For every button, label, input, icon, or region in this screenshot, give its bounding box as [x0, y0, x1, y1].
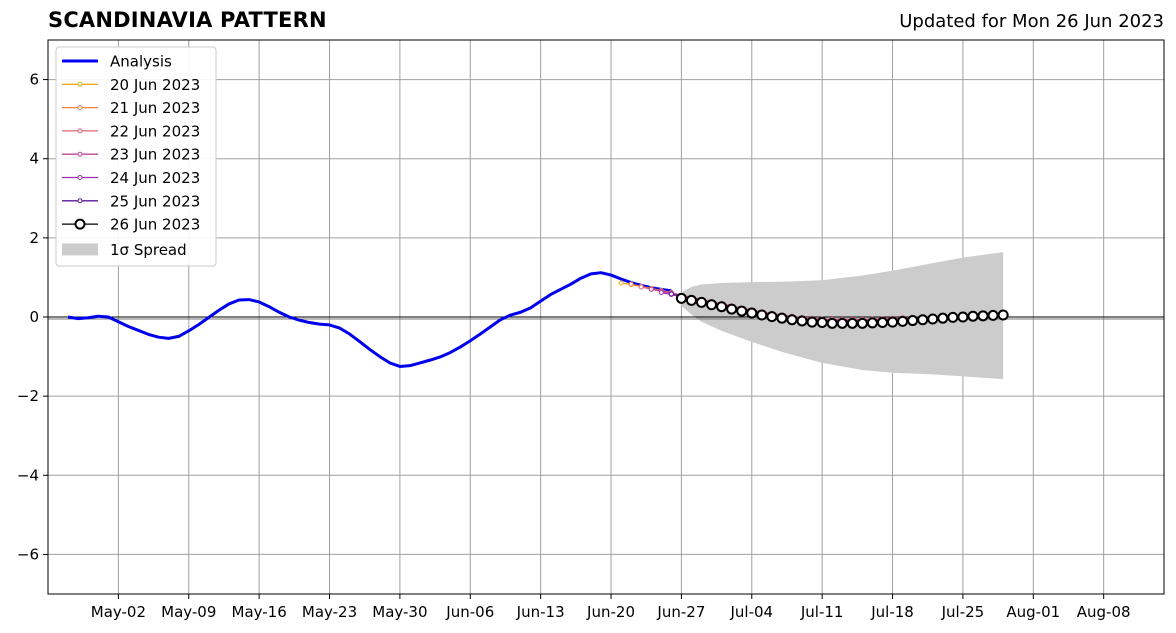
data-point: [648, 286, 654, 292]
data-point: [766, 311, 778, 323]
legend-label: 25 Jun 2023: [110, 192, 200, 210]
series-layer: [67, 271, 1009, 368]
x-tick-label: Jul-04: [729, 603, 773, 621]
data-point: [628, 281, 634, 287]
data-point: [746, 307, 758, 319]
y-tick-label: 2: [29, 229, 39, 247]
legend-label: 20 Jun 2023: [110, 76, 200, 94]
x-tick-label: Aug-01: [1006, 603, 1060, 621]
x-tick-label: Jul-25: [941, 603, 985, 621]
data-point: [685, 294, 697, 306]
y-tick-label: 6: [29, 71, 39, 89]
y-tick-label: 0: [29, 308, 39, 326]
x-tick-label: Aug-08: [1077, 603, 1131, 621]
data-point: [816, 317, 828, 329]
data-point: [876, 317, 888, 329]
data-point: [957, 311, 969, 323]
legend-box: [55, 46, 217, 267]
legend-marker: [77, 105, 83, 111]
legend-marker: [77, 198, 83, 204]
data-point: [806, 316, 818, 328]
legend: Analysis 20 Jun 2023 21 Jun 2023 22 Jun 202…: [55, 46, 217, 267]
x-tick-label: May-02: [91, 603, 146, 621]
x-tick-label: May-09: [161, 603, 216, 621]
spread-band: [681, 252, 1004, 380]
y-tick-label: −6: [17, 545, 39, 563]
data-point: [736, 305, 748, 317]
x-tick-label: May-16: [232, 603, 287, 621]
updated-date: Updated for Mon 26 Jun 2023: [899, 11, 1164, 32]
data-point: [866, 317, 878, 329]
x-tick-label: May-30: [372, 603, 427, 621]
series-line-analysis: [67, 271, 672, 368]
data-point: [706, 299, 718, 311]
data-point: [716, 301, 728, 313]
legend-marker: [77, 175, 83, 180]
data-point: [917, 314, 929, 326]
x-tick-label: Jun-13: [516, 603, 565, 621]
legend-label: 26 Jun 2023: [110, 216, 200, 234]
data-point: [967, 310, 979, 322]
legend-label: 22 Jun 2023: [110, 122, 200, 140]
data-point: [638, 284, 644, 290]
data-point: [856, 317, 868, 329]
x-tick-label: May-23: [302, 603, 357, 621]
legend-marker: [77, 81, 83, 87]
data-point: [726, 303, 738, 315]
legend-marker: [77, 128, 83, 134]
legend-label: Analysis: [110, 53, 172, 71]
spread-layer: [681, 252, 1004, 380]
legend-marker: [77, 151, 83, 157]
data-point: [937, 312, 949, 324]
x-tick-label: Jul-11: [800, 603, 844, 621]
x-tick-label: Jun-27: [656, 603, 705, 621]
y-tick-label: 4: [29, 150, 39, 168]
legend-label: 21 Jun 2023: [110, 99, 200, 117]
data-point: [826, 317, 838, 329]
y-tick-label: −2: [17, 387, 39, 405]
data-point: [977, 310, 989, 322]
data-point: [776, 312, 788, 324]
x-tick-label: Jun-20: [586, 603, 635, 621]
data-point: [947, 311, 959, 323]
data-point: [907, 315, 919, 327]
data-point: [668, 291, 674, 297]
data-point: [897, 315, 909, 327]
data-point: [997, 309, 1009, 321]
data-point: [786, 314, 798, 326]
data-point: [696, 296, 708, 308]
data-point: [658, 289, 664, 295]
page-title: SCANDINAVIA PATTERN: [48, 8, 327, 32]
data-point: [987, 309, 999, 321]
y-axis: 6 4 2 0 −2 −4 −6: [17, 71, 48, 563]
data-point: [927, 313, 939, 325]
data-point: [618, 280, 624, 286]
legend-label: 23 Jun 2023: [110, 146, 200, 164]
data-point: [836, 317, 848, 329]
data-point: [675, 292, 687, 304]
y-tick-label: −4: [17, 466, 39, 484]
x-axis: May-02 May-09 May-16 May-23 May-30 Jun-06 Jun-…: [91, 594, 1131, 621]
x-tick-label: Jun-06: [445, 603, 494, 621]
legend-spread-swatch: [62, 243, 98, 256]
data-point: [887, 316, 899, 328]
data-point: [796, 315, 808, 327]
legend-label: 24 Jun 2023: [110, 169, 200, 187]
legend-marker: [74, 218, 86, 230]
legend-label: 1σ Spread: [110, 241, 187, 259]
data-point: [846, 317, 858, 329]
x-tick-label: Jul-18: [870, 603, 914, 621]
data-point: [756, 309, 768, 321]
